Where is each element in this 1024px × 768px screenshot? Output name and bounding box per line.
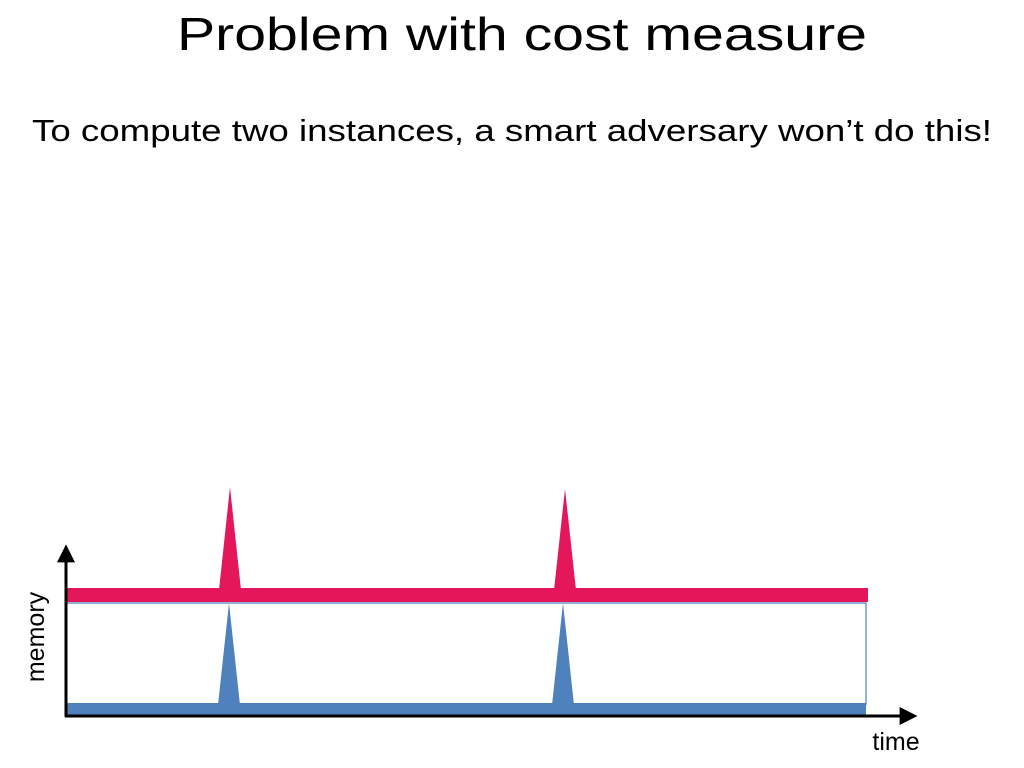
slide-title: Problem with cost measure xyxy=(177,8,867,60)
instance-blue xyxy=(66,602,867,715)
blue-outline xyxy=(66,602,867,705)
blue-spike xyxy=(218,603,240,705)
y-axis-label: memory xyxy=(22,591,50,682)
pink-band xyxy=(66,588,868,602)
pink-spike xyxy=(219,487,241,590)
pink-spike xyxy=(554,489,576,590)
slide-subtitle: To compute two instances, a smart advers… xyxy=(32,113,992,148)
blue-spike xyxy=(552,603,574,705)
x-axis-label: time xyxy=(872,728,919,756)
instance-pink xyxy=(66,487,868,602)
blue-band xyxy=(66,703,866,715)
